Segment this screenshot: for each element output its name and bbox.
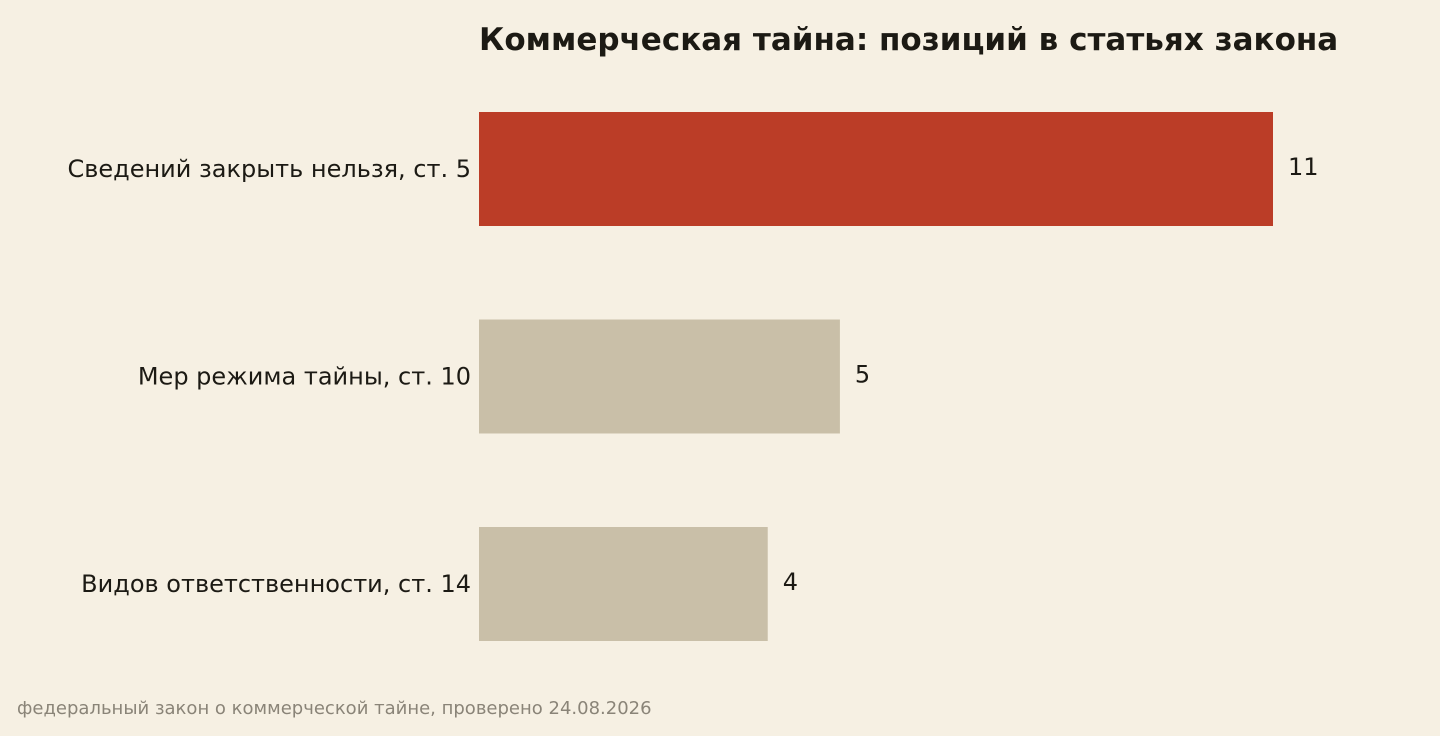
value-label-2: 5 [855,361,870,389]
source-note: федеральный закон о коммерческой тайне, … [17,698,652,719]
bar-group: Сведений закрыть нельзя, ст. 5 11 Мер режи… [67,112,1319,641]
chart-title: Коммерческая тайна: позиций в статьях за… [479,22,1338,58]
category-label-2: Мер режима тайны, ст. 10 [138,363,471,391]
bar-2 [479,319,840,434]
category-label-3: Видов ответственности, ст. 14 [81,570,471,598]
category-label-1: Сведений закрыть нельзя, ст. 5 [67,155,471,183]
value-label-1: 11 [1288,153,1319,181]
bar-3 [479,527,768,641]
bar-1 [479,112,1273,226]
value-label-3: 4 [783,568,798,596]
